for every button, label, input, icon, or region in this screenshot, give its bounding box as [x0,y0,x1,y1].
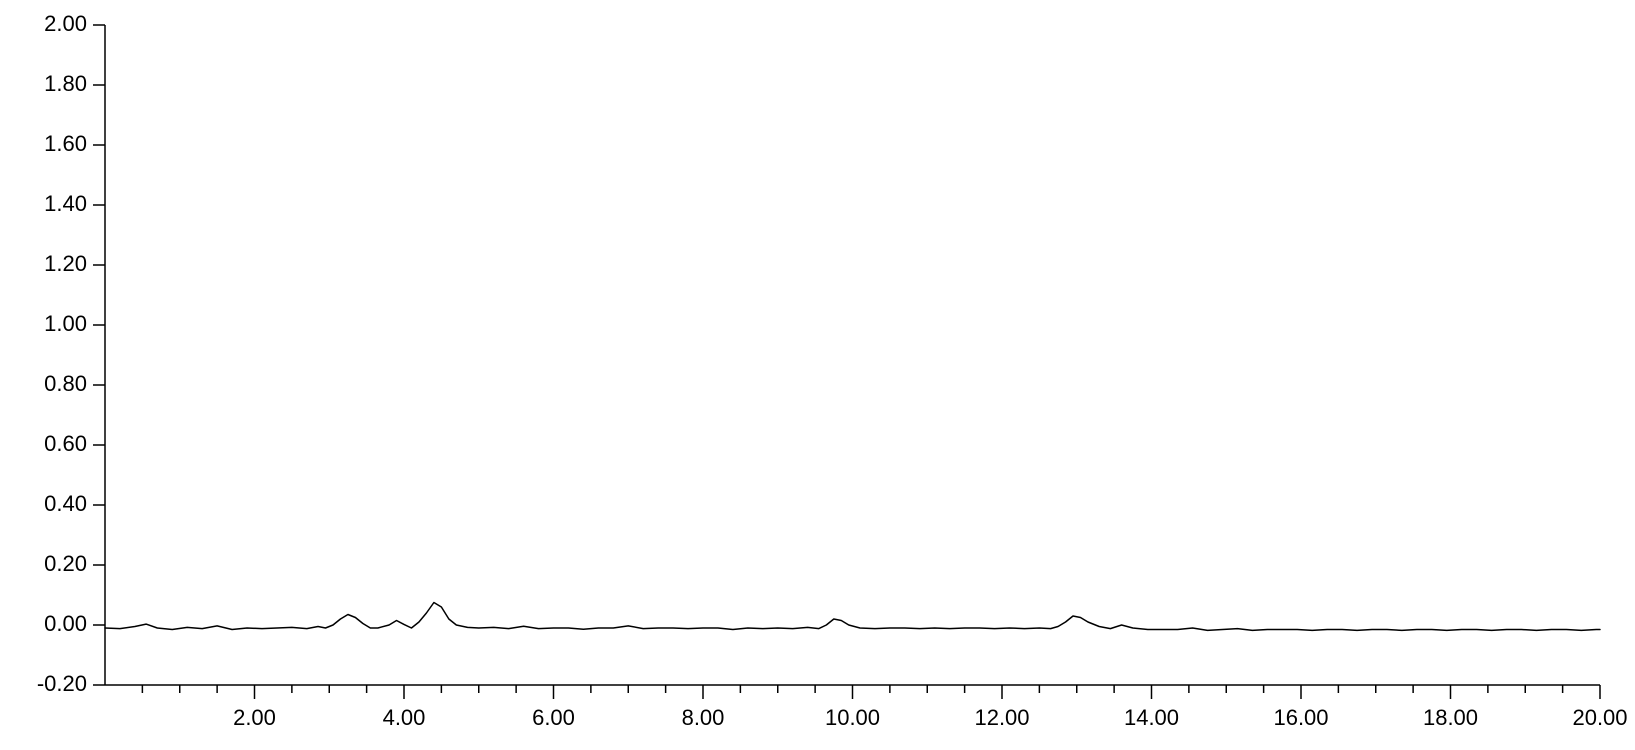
x-tick-label: 20.00 [1572,705,1627,730]
y-tick-label: 0.40 [44,491,87,516]
chromatogram-chart: -0.20 0.00 0.20 0.40 0.60 0.80 1.00 1.20 1.40 1.6… [0,0,1635,750]
y-tick-label: 0.80 [44,371,87,396]
y-tick-label: 1.20 [44,251,87,276]
y-tick-label: 1.60 [44,131,87,156]
x-tick-label: 8.00 [682,705,725,730]
y-tick-label: 0.00 [44,611,87,636]
x-tick-label: 4.00 [383,705,426,730]
x-tick-label: 6.00 [532,705,575,730]
y-tick-label: 1.80 [44,71,87,96]
y-tick-label: 2.00 [44,11,87,36]
chart-svg: -0.20 0.00 0.20 0.40 0.60 0.80 1.00 1.20 1.40 1.6… [0,0,1635,750]
x-tick-label: 2.00 [233,705,276,730]
y-tick-label: 0.60 [44,431,87,456]
y-tick-label: -0.20 [37,671,87,696]
y-tick-label: 0.20 [44,551,87,576]
x-tick-label: 18.00 [1423,705,1478,730]
y-tick-label: 1.40 [44,191,87,216]
x-tick-label: 12.00 [974,705,1029,730]
x-tick-label: 10.00 [825,705,880,730]
x-tick-label: 14.00 [1124,705,1179,730]
y-tick-label: 1.00 [44,311,87,336]
x-tick-label: 16.00 [1273,705,1328,730]
